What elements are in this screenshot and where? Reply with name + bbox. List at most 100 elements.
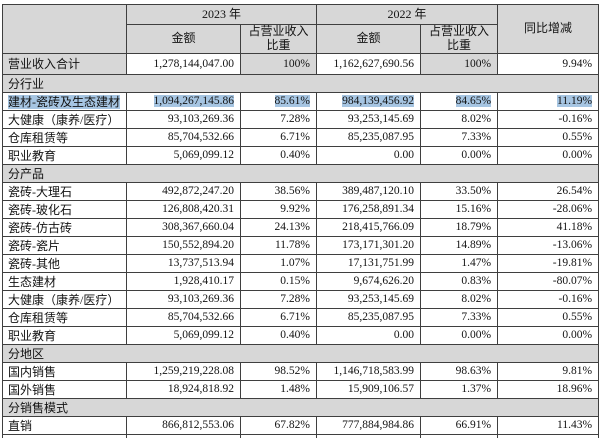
table-row: 生态建材 1,928,410.17 0.15% 9,674,626.20 0.83% -8… xyxy=(2,271,600,291)
amount-2023-cell: 93,103,269.36 xyxy=(126,289,241,309)
row-label-cell: 营业收入合计 xyxy=(2,52,127,75)
stub-cell xyxy=(2,433,127,438)
amount-2022-cell: 17,131,751.99 xyxy=(316,253,422,273)
table-row: 直销 866,812,553.06 67.82% 777,884,984.86 66.9… xyxy=(2,415,600,435)
header-yoy: 同比增减 xyxy=(497,4,600,54)
amount-2023-cell: 5,069,099.12 xyxy=(126,325,241,345)
share-2022-cell: 0.83% xyxy=(420,271,499,291)
share-2023-cell: 0.15% xyxy=(239,271,318,291)
table-row: 国外销售 18,924,818.92 1.48% 15,909,106.57 1.37%… xyxy=(2,379,600,399)
amount-2022-cell: 85,235,087.95 xyxy=(316,127,422,147)
selected-text: 85.61% xyxy=(274,95,311,108)
amount-2023-cell: 1,094,267,145.86 xyxy=(126,91,241,111)
amount-2023-cell: 1,278,144,047.00 xyxy=(126,52,241,75)
share-2022-cell: 0.00% xyxy=(420,145,499,165)
share-2023-cell: 85.61% xyxy=(239,91,318,111)
amount-2022-cell: 93,253,145.69 xyxy=(316,289,422,309)
share-2023-cell: 7.28% xyxy=(239,289,318,309)
share-2023-cell: 1.48% xyxy=(239,379,318,399)
amount-2023-cell: 492,872,247.20 xyxy=(126,181,241,201)
amount-2022-cell: 9,674,626.20 xyxy=(316,271,422,291)
share-2022-cell: 18.79% xyxy=(420,217,499,237)
section-row: 分销售模式 xyxy=(1,397,600,417)
share-2022-cell: 66.91% xyxy=(420,415,499,435)
selected-text: 1,094,267,145.86 xyxy=(153,95,234,108)
row-label-cell: 直销 xyxy=(2,415,127,435)
row-label-cell: 仓库租赁等 xyxy=(2,127,127,147)
yoy-cell: 11.19% xyxy=(497,91,600,111)
amount-2022-cell: 1,146,718,583.99 xyxy=(316,361,422,381)
amount-2023-cell: 866,812,553.06 xyxy=(126,415,241,435)
amount-2023-cell: 150,552,894.20 xyxy=(126,235,241,255)
section-row: 分产品 xyxy=(1,163,600,183)
share-2022-cell: 8.02% xyxy=(420,289,499,309)
table-row: 营业收入合计 1,278,144,047.00 100% 1,162,627,690.… xyxy=(2,52,600,75)
amount-2023-cell: 93,103,269.36 xyxy=(126,109,241,129)
yoy-cell: -0.16% xyxy=(497,289,600,309)
row-label-cell: 大健康（康养/医疗） xyxy=(2,289,127,309)
amount-2023-cell: 18,924,818.92 xyxy=(126,379,241,399)
share-2022-cell: 98.63% xyxy=(420,361,499,381)
yoy-cell: -19.81% xyxy=(497,253,600,273)
table-row: 瓷砖-其他 13,737,513.94 1.07% 17,131,751.99 1.47… xyxy=(2,253,600,273)
row-label-cell: 职业教育 xyxy=(2,325,127,345)
table-row: 瓷砖-大理石 492,872,247.20 38.56% 389,487,120.10… xyxy=(2,181,600,201)
row-label-cell: 瓷砖-仿古砖 xyxy=(2,217,127,237)
row-label-cell: 大健康（康养/医疗） xyxy=(2,109,127,129)
yoy-cell: 0.00% xyxy=(497,325,600,345)
amount-2022-cell: 1,162,627,690.56 xyxy=(316,52,422,75)
selected-text: 84.65% xyxy=(455,95,492,108)
amount-2022-cell: 777,884,984.86 xyxy=(316,415,422,435)
row-label-cell: 瓷砖-玻化石 xyxy=(2,199,127,219)
share-2022-cell: 0.00% xyxy=(420,325,499,345)
section-label: 分销售模式 xyxy=(1,397,600,417)
selected-text: 984,139,456.92 xyxy=(342,95,415,108)
section-row: 分地区 xyxy=(1,343,600,363)
yoy-cell: 9.81% xyxy=(497,361,600,381)
share-2023-cell: 6.71% xyxy=(239,307,318,327)
amount-2023-cell: 1,928,410.17 xyxy=(126,271,241,291)
share-2022-cell: 7.33% xyxy=(420,307,499,327)
share-2022-cell: 84.65% xyxy=(420,91,499,111)
share-2022-cell: 1.37% xyxy=(420,379,499,399)
yoy-cell: -13.06% xyxy=(497,235,600,255)
section-label: 分产品 xyxy=(1,163,600,183)
share-2022-cell: 14.89% xyxy=(420,235,499,255)
selected-text: 建材-瓷砖及生态建材 xyxy=(8,94,120,109)
header-amount-2023: 金额 xyxy=(126,24,241,54)
share-2023-cell: 38.56% xyxy=(239,181,318,201)
table-row: 瓷砖-仿古砖 308,367,660.04 24.13% 218,415,766.09… xyxy=(2,217,600,237)
table-header: 2023 年 2022 年 同比增减 金额 占营业收入比重 金额 占营业收入比重 xyxy=(2,4,600,54)
amount-2023-cell: 126,808,420.31 xyxy=(126,199,241,219)
section-row: 分行业 xyxy=(1,73,600,93)
table-row: 国内销售 1,259,219,228.08 98.52% 1,146,718,583.… xyxy=(2,361,600,381)
yoy-cell: 26.54% xyxy=(497,181,600,201)
yoy-cell: 0.00% xyxy=(497,145,600,165)
header-amount-2022: 金额 xyxy=(316,24,422,54)
header-year-2022: 2022 年 xyxy=(316,4,499,25)
amount-2022-cell: 15,909,106.57 xyxy=(316,379,422,399)
row-label-cell: 瓷砖-其他 xyxy=(2,253,127,273)
amount-2022-cell: 389,487,120.10 xyxy=(316,181,422,201)
stub-cell xyxy=(420,433,499,438)
row-label-cell: 瓷砖-大理石 xyxy=(2,181,127,201)
table-row: 仓库租赁等 85,704,532.66 6.71% 85,235,087.95 7.33… xyxy=(2,307,600,327)
section-label: 分地区 xyxy=(1,343,600,363)
table-row: 瓷砖-瓷片 150,552,894.20 11.78% 173,171,301.20 1… xyxy=(2,235,600,255)
share-2023-cell: 11.78% xyxy=(239,235,318,255)
table-row: 仓库租赁等 85,704,532.66 6.71% 85,235,087.95 7.33… xyxy=(2,127,600,147)
header-share-2023: 占营业收入比重 xyxy=(239,24,318,54)
row-label-cell: 职业教育 xyxy=(2,145,127,165)
amount-2022-cell: 93,253,145.69 xyxy=(316,109,422,129)
table-row: 大健康（康养/医疗） 93,103,269.36 7.28% 93,253,145.6… xyxy=(2,109,600,129)
share-2022-cell: 7.33% xyxy=(420,127,499,147)
table-row: 职业教育 5,069,099.12 0.40% 0.00 0.00% 0.00% xyxy=(2,145,600,165)
yoy-cell: 9.94% xyxy=(497,52,600,75)
amount-2022-cell: 984,139,456.92 xyxy=(316,91,422,111)
table-row: 职业教育 5,069,099.12 0.40% 0.00 0.00% 0.00% xyxy=(2,325,600,345)
stub-cell xyxy=(316,433,422,438)
amount-2023-cell: 85,704,532.66 xyxy=(126,127,241,147)
share-2023-cell: 100% xyxy=(239,52,318,75)
amount-2022-cell: 0.00 xyxy=(316,325,422,345)
share-2023-cell: 98.52% xyxy=(239,361,318,381)
